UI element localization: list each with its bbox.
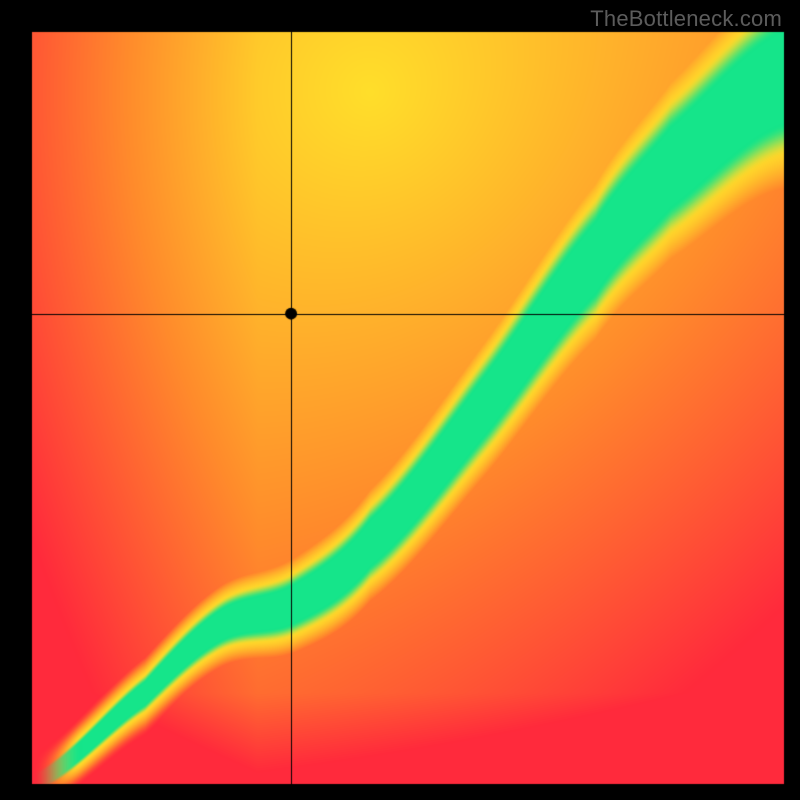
watermark: TheBottleneck.com	[590, 6, 782, 32]
bottleneck-heatmap	[0, 0, 800, 800]
chart-container: TheBottleneck.com	[0, 0, 800, 800]
